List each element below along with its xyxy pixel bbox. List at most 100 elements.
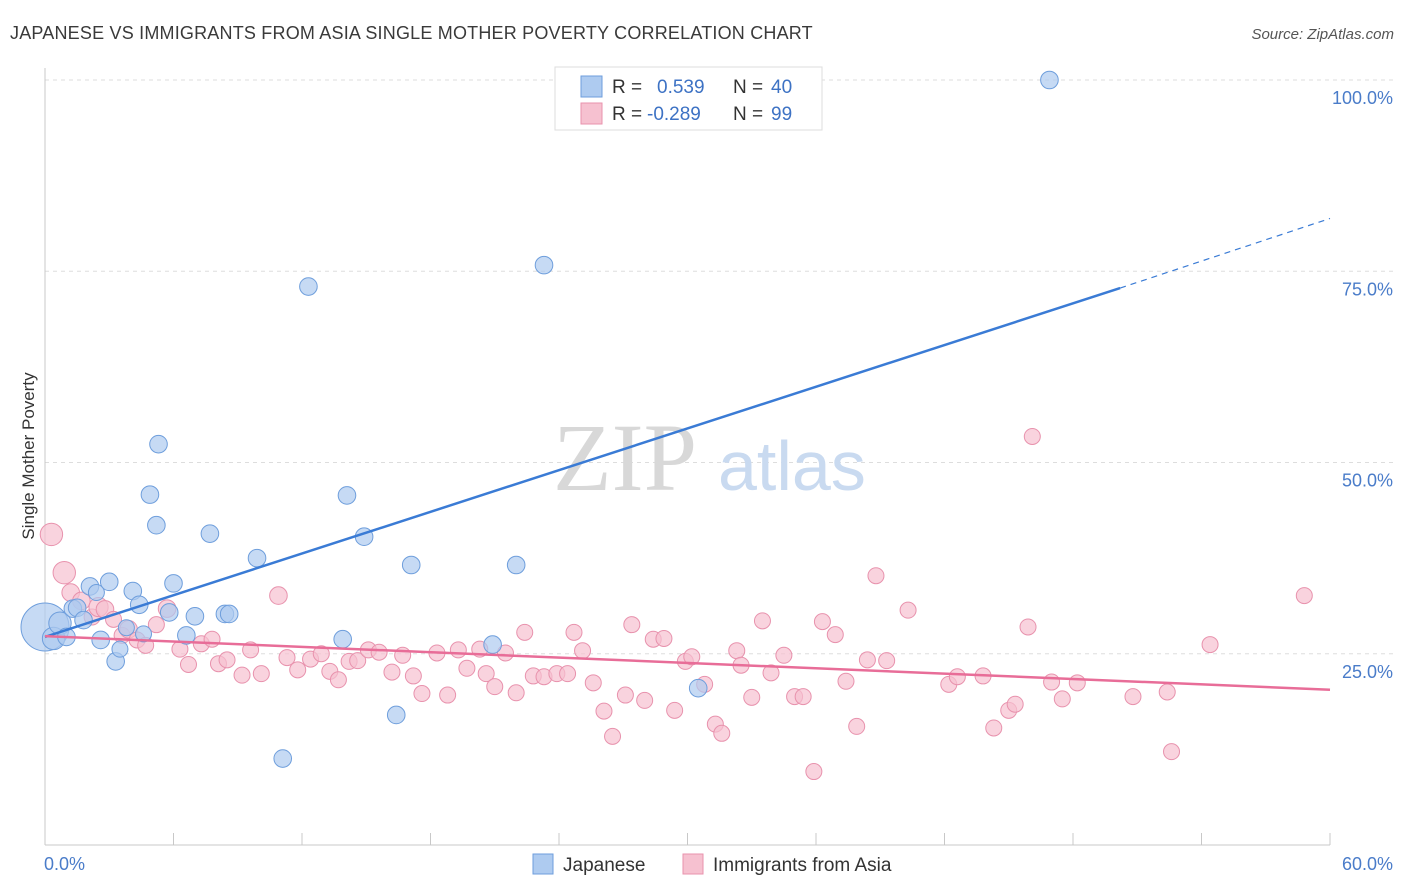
trend-line-asia [44, 634, 1331, 691]
data-point [413, 685, 431, 703]
data-point [247, 548, 267, 568]
data-point [87, 584, 105, 602]
trend-line-japanese [44, 286, 1121, 639]
data-point [1040, 70, 1059, 90]
data-point [805, 763, 823, 781]
x-tick-label-min: 0.0% [44, 854, 85, 874]
data-point [826, 626, 844, 644]
data-point [985, 719, 1003, 737]
y-tick-label: 75.0% [1342, 279, 1393, 299]
data-point [164, 574, 183, 593]
data-point [813, 613, 831, 631]
data-point [117, 619, 135, 637]
data-point [516, 623, 534, 641]
data-point [312, 645, 330, 663]
data-point [219, 604, 239, 624]
data-point [299, 277, 318, 296]
data-point [99, 572, 119, 592]
data-point [383, 663, 401, 681]
x-axis-ticks [44, 833, 1331, 845]
data-point [111, 640, 129, 658]
data-point [867, 567, 885, 585]
data-point [147, 515, 166, 535]
data-point [1158, 683, 1176, 701]
data-point [666, 701, 684, 719]
data-point [483, 635, 502, 654]
y-tick-label: 25.0% [1342, 662, 1393, 682]
gridlines [45, 79, 1393, 655]
data-point [604, 727, 622, 745]
stats-legend: R = 0.539 N = 40 R = -0.289 N = 99 [554, 66, 823, 131]
data-point [534, 255, 554, 275]
data-point [616, 686, 634, 704]
data-point [278, 649, 296, 667]
data-point [1006, 695, 1024, 713]
data-point [458, 659, 476, 677]
data-point [878, 652, 896, 670]
data-point [404, 667, 422, 685]
data-point [159, 603, 179, 622]
data-point [233, 666, 251, 684]
data-point [179, 655, 197, 673]
bottom-legend: Japanese Immigrants from Asia [532, 853, 892, 876]
data-point [39, 522, 64, 547]
data-point [623, 616, 641, 634]
data-point [1023, 427, 1041, 445]
data-point [1124, 688, 1142, 706]
stats-legend-r-value-japanese: 0.539 [657, 77, 705, 98]
stats-legend-n-value-asia: 99 [771, 104, 792, 125]
trend-line-japanese-extension [1119, 217, 1331, 289]
data-point [1053, 690, 1071, 708]
data-point [147, 616, 165, 634]
data-point [683, 648, 701, 666]
data-point [1068, 674, 1086, 692]
data-point [439, 686, 457, 704]
data-point [858, 651, 876, 669]
data-point [574, 642, 592, 660]
data-point [337, 486, 357, 505]
data-point [636, 691, 654, 709]
data-point [135, 625, 153, 643]
y-tick-label: 50.0% [1342, 471, 1393, 491]
stats-legend-n-label-japanese: N = [733, 77, 763, 98]
data-point [52, 560, 76, 585]
trend-lines [44, 217, 1331, 691]
data-point [177, 626, 196, 645]
stats-legend-r-value-asia: -0.289 [647, 104, 701, 125]
stats-legend-swatch-asia [580, 102, 603, 125]
data-point [584, 674, 602, 692]
stats-legend-r-label-japanese: R = [612, 77, 642, 98]
data-point [486, 678, 504, 696]
data-point [496, 644, 514, 662]
data-point [203, 630, 221, 648]
data-point [655, 629, 673, 647]
data-point [218, 651, 236, 669]
y-tick-label: 100.0% [1332, 88, 1393, 108]
data-point [149, 434, 168, 454]
data-point [688, 678, 708, 698]
data-point [728, 642, 746, 660]
data-point [200, 524, 220, 543]
data-point [477, 665, 495, 683]
data-point [565, 623, 583, 641]
stats-legend-swatch-japanese [580, 75, 603, 98]
watermark: ZIP atlas [553, 404, 866, 511]
data-point [743, 688, 761, 706]
data-point [899, 601, 917, 619]
y-axis-label: Single Mother Poverty [19, 372, 38, 540]
data-point [74, 610, 93, 630]
data-point [185, 606, 205, 626]
data-point [794, 688, 812, 706]
data-point [559, 665, 577, 683]
bottom-legend-label-asia: Immigrants from Asia [713, 855, 892, 876]
data-point [252, 665, 270, 683]
data-point [1295, 587, 1313, 605]
data-point [401, 555, 421, 575]
data-point [349, 652, 367, 670]
bottom-legend-swatch-japanese [532, 853, 554, 875]
data-point [386, 705, 406, 725]
chart-title: JAPANESE VS IMMIGRANTS FROM ASIA SINGLE … [10, 23, 813, 43]
data-point [333, 629, 352, 649]
data-point [140, 485, 160, 504]
data-point [370, 643, 388, 661]
